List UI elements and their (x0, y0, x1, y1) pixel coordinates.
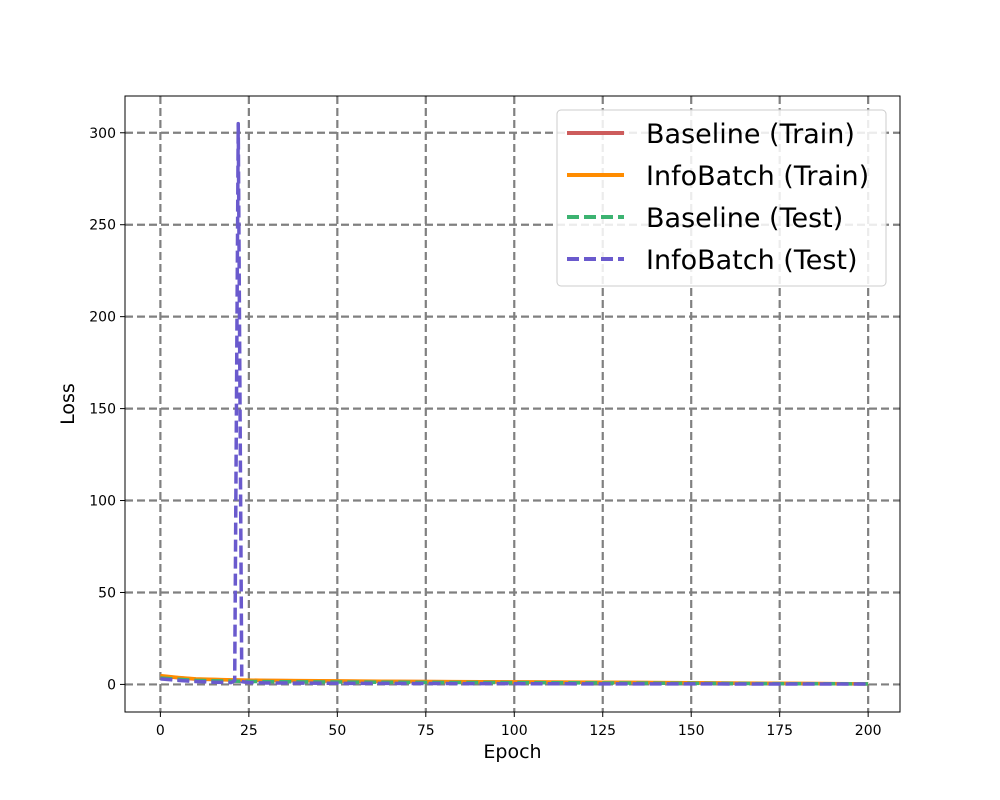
x-tick-label: 150 (678, 723, 705, 739)
y-tick-label: 0 (107, 677, 116, 693)
series-line-4 (160, 121, 869, 686)
x-axis-label: Epoch (483, 741, 541, 763)
x-tick-label: 0 (156, 723, 165, 739)
legend-entry-label: InfoBatch (Test) (646, 245, 858, 276)
x-tick-label: 125 (589, 723, 616, 739)
x-tick-label: 100 (501, 723, 528, 739)
y-axis-label: Loss (57, 383, 79, 425)
plot-frame (124, 95, 901, 713)
legend: Baseline (Train) InfoBatch (Train) Baselin… (556, 109, 887, 287)
x-tick-label: 75 (417, 723, 435, 739)
legend-entry-label: Baseline (Test) (646, 203, 843, 234)
y-tick-label: 200 (89, 310, 116, 326)
x-tick-label: 175 (766, 723, 793, 739)
legend-entry-label: InfoBatch (Train) (646, 161, 869, 192)
legend-entry-label: Baseline (Train) (646, 119, 855, 150)
y-tick-label: 150 (89, 402, 116, 418)
y-tick-label: 50 (98, 585, 116, 601)
x-tick-label: 200 (855, 723, 882, 739)
y-tick-label: 250 (89, 218, 116, 234)
series-lines (160, 121, 869, 686)
x-tick-label: 25 (240, 723, 258, 739)
y-tick-label: 100 (89, 494, 116, 510)
legend-box (556, 109, 887, 287)
y-axis: 0 50 100 150 200 250 300 (89, 126, 125, 693)
x-tick-label: 50 (328, 723, 346, 739)
x-axis: 0 25 50 75 100 125 150 175 200 (156, 712, 882, 739)
y-tick-label: 300 (89, 126, 116, 142)
